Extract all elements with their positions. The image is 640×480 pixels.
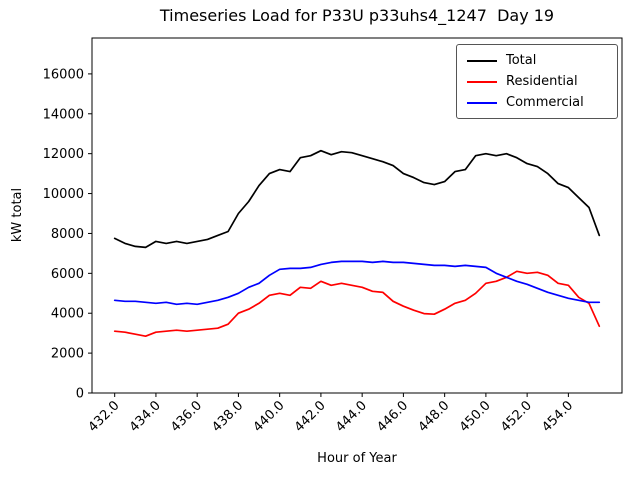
legend-line-sample <box>467 101 497 104</box>
axes-spines <box>91 37 623 394</box>
x-tick-label: 440.0 <box>251 398 288 435</box>
chart-title: Timeseries Load for P33U p33uhs4_1247 Da… <box>159 6 555 25</box>
legend-item-total: Total <box>467 53 605 68</box>
y-tick-label: 2000 <box>51 347 84 362</box>
legend-label: Total <box>506 53 537 68</box>
x-tick-label: 434.0 <box>127 398 164 435</box>
series-line-residential <box>113 270 601 338</box>
y-tick-label: 8000 <box>51 227 84 242</box>
x-tick-label: 438.0 <box>209 398 246 435</box>
legend-item-residential: Residential <box>467 74 605 89</box>
legend-line-sample <box>467 59 497 62</box>
x-tick-label: 446.0 <box>374 398 411 435</box>
x-tick-label: 442.0 <box>292 398 329 435</box>
x-tick-label: 454.0 <box>539 398 576 435</box>
series-line-commercial <box>113 260 601 306</box>
legend: Total Residential Commercial <box>456 44 618 119</box>
y-tick-label: 12000 <box>43 147 84 162</box>
y-tick-label: 10000 <box>43 187 84 202</box>
x-axis-label: Hour of Year <box>317 451 397 466</box>
x-tick-label: 432.0 <box>86 398 123 435</box>
x-tick-label: 448.0 <box>416 398 453 435</box>
x-tick-label: 452.0 <box>498 398 535 435</box>
legend-item-commercial: Commercial <box>467 95 605 110</box>
legend-label: Residential <box>506 74 578 89</box>
y-tick-label: 14000 <box>43 107 84 122</box>
series-line-total <box>113 149 601 249</box>
y-tick-label: 6000 <box>51 267 84 282</box>
x-tick-label: 444.0 <box>333 398 370 435</box>
y-tick-label: 4000 <box>51 307 84 322</box>
x-tick-label: 450.0 <box>457 398 494 435</box>
legend-line-sample <box>467 80 497 83</box>
x-tick-label: 436.0 <box>168 398 205 435</box>
y-tick-label: 16000 <box>43 67 84 82</box>
y-axis-label: kW total <box>10 187 25 243</box>
y-tick-label: 0 <box>76 387 84 402</box>
legend-label: Commercial <box>506 95 584 110</box>
